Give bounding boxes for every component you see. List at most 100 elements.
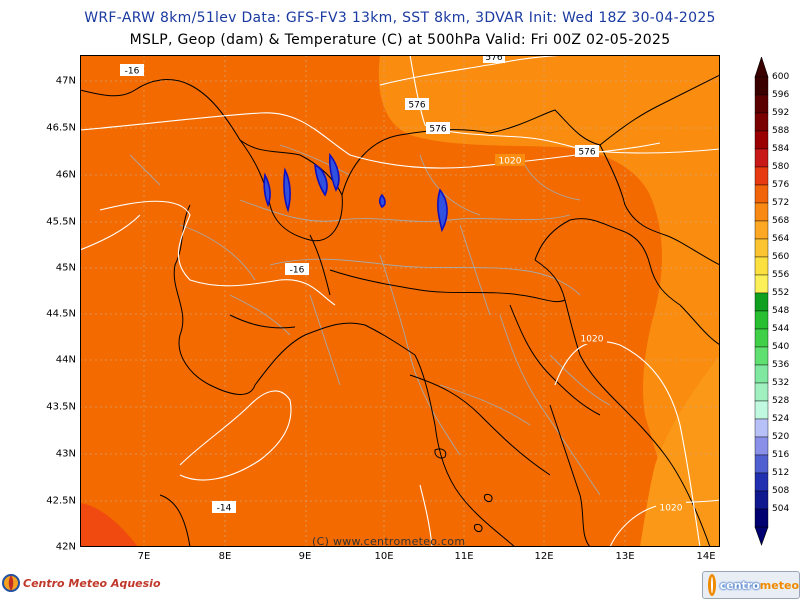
colorbar-tick-label: 504 <box>772 504 790 514</box>
copyright-text: (C) www.centrometeo.com <box>312 535 466 548</box>
colorbar-swatch <box>754 220 769 240</box>
label-geop-576-a: 576 <box>483 55 505 63</box>
lon-label: 10E <box>374 551 394 562</box>
lat-label: 44.5N <box>46 308 76 320</box>
colorbar-swatch <box>754 382 769 402</box>
svg-text:576: 576 <box>429 125 446 135</box>
colorbar-tick-label: 524 <box>772 414 790 424</box>
svg-text:1020: 1020 <box>499 157 522 167</box>
label-mslp-1020-b: 1020 <box>577 332 607 345</box>
colorbar-swatch <box>754 202 769 222</box>
label-temp-m16-b: -16 <box>285 263 309 276</box>
colorbar-top-arrow <box>754 57 769 78</box>
lon-label: 12E <box>534 551 554 562</box>
colorbar-tick-label: 588 <box>772 126 790 136</box>
colorbar-tick-label: 548 <box>772 306 790 316</box>
colorbar-tick-label: 592 <box>772 108 790 118</box>
colorbar-tick-label: 580 <box>772 162 790 172</box>
lat-label: 43N <box>55 448 76 460</box>
colorbar-bottom-arrow <box>754 526 769 546</box>
colorbar-swatch <box>754 310 769 330</box>
colorbar-tick-label: 532 <box>772 378 790 388</box>
lat-label: 42N <box>55 541 76 553</box>
colorbar-swatch <box>754 274 769 294</box>
lakes <box>263 152 448 233</box>
fill-568-southeast <box>640 355 720 547</box>
colorbar-swatch <box>754 472 769 492</box>
colorbar-tick-label: 564 <box>772 234 790 244</box>
colorbar-swatch <box>754 148 769 168</box>
svg-text:1020: 1020 <box>581 335 604 345</box>
colorbar-tick-label: 516 <box>772 450 790 460</box>
colorbar-tick-label: 556 <box>772 270 790 280</box>
label-temp-m16-a: -16 <box>120 64 144 77</box>
colorbar-swatch <box>754 364 769 384</box>
colorbar-tick-label: 536 <box>772 360 790 370</box>
weather-map: -16 576 576 576 576 1020 -16 1020 -14 10… <box>80 55 720 547</box>
contour-labels: -16 576 576 576 576 1020 -16 1020 -14 10… <box>120 55 686 514</box>
contour-mslp-1020-east <box>554 340 701 547</box>
lon-label: 8E <box>218 551 232 562</box>
svg-text:576: 576 <box>485 55 502 63</box>
lon-label: 14E <box>696 551 716 562</box>
colorbar-swatch <box>754 166 769 186</box>
colorbar-tick-label: 528 <box>772 396 790 406</box>
colorbar-swatch <box>754 418 769 438</box>
colorbar-tick-label: 540 <box>772 342 790 352</box>
svg-text:-14: -14 <box>217 504 232 514</box>
svg-text:-16: -16 <box>125 67 140 77</box>
lat-label: 47N <box>55 75 76 87</box>
colorbar-tick-label: 568 <box>772 216 790 226</box>
logo-centro-meteo-aquesio: Centro Meteo Aquesio <box>2 570 161 596</box>
colorbar-tick-label: 572 <box>772 198 790 208</box>
contour-temp-m14 <box>179 390 292 481</box>
header-line-1: WRF-ARW 8km/51lev Data: GFS-FV3 13km, SS… <box>84 10 716 26</box>
lat-label: 46.5N <box>46 122 76 134</box>
fill-580-southwest <box>80 503 138 547</box>
colorbar-tick-label: 544 <box>772 324 790 334</box>
colorbar-swatch <box>754 238 769 258</box>
contour-geop-576 <box>409 55 720 154</box>
colorbar-tick-label: 584 <box>772 144 790 154</box>
colorbar-swatch <box>754 346 769 366</box>
colorbar-tick-label: 508 <box>772 486 790 496</box>
lat-label: 45N <box>55 262 76 274</box>
header-line-2: MSLP, Geop (dam) & Temperature (C) at 50… <box>129 32 671 48</box>
colorbar-tick-label: 576 <box>772 180 790 190</box>
colorbar-tick-label: 596 <box>772 90 790 100</box>
colorbar-tick-label: 560 <box>772 252 790 262</box>
colorbar-swatch <box>754 94 769 114</box>
colorbar-swatch <box>754 454 769 474</box>
logo-aquesio-icon <box>2 574 20 592</box>
lat-label: 45.5N <box>46 216 76 228</box>
lon-label: 7E <box>137 551 151 562</box>
label-geop-576-d: 576 <box>575 145 599 158</box>
colorbar-swatch <box>754 490 769 510</box>
lat-label: 42.5N <box>46 495 76 507</box>
colorbar-swatch <box>754 76 769 96</box>
logo-centrometeo: centrometeo <box>702 571 800 599</box>
lon-label: 11E <box>454 551 474 562</box>
contour-temp-m16-west <box>99 200 336 306</box>
lon-label: 13E <box>615 551 635 562</box>
lat-label: 46N <box>55 169 76 181</box>
label-temp-m14: -14 <box>212 501 236 514</box>
svg-text:576: 576 <box>578 148 595 158</box>
colorbar-swatch <box>754 184 769 204</box>
colorbar-swatch <box>754 130 769 150</box>
label-mslp-1020-a: 1020 <box>495 154 525 167</box>
colorbar-swatch <box>754 400 769 420</box>
colorbar-tick-label: 600 <box>772 72 790 82</box>
svg-text:1020: 1020 <box>660 504 683 514</box>
colorbar-swatch <box>754 508 769 528</box>
contour-lower-edge <box>419 484 433 547</box>
colorbar-tick-label: 512 <box>772 468 790 478</box>
colorbar-swatch <box>754 292 769 312</box>
label-geop-576-c: 576 <box>426 122 450 135</box>
lat-label: 43.5N <box>46 401 76 413</box>
lat-label: 44N <box>55 354 76 366</box>
colorbar-swatch <box>754 256 769 276</box>
colorbar-tick-label: 552 <box>772 288 790 298</box>
svg-text:576: 576 <box>408 101 425 111</box>
colorbar-swatch <box>754 436 769 456</box>
